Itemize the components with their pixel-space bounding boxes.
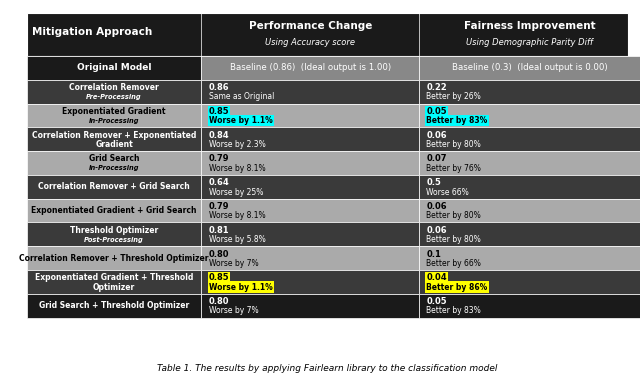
Text: In-Processing: In-Processing — [89, 118, 140, 124]
Text: Using Accuracy score: Using Accuracy score — [265, 38, 355, 47]
Text: Worse by 8.1%: Worse by 8.1% — [209, 164, 266, 173]
Text: 0.80: 0.80 — [209, 250, 229, 258]
FancyBboxPatch shape — [202, 175, 419, 199]
FancyBboxPatch shape — [419, 175, 640, 199]
Text: Correlation Remover + Grid Search: Correlation Remover + Grid Search — [38, 182, 190, 191]
Text: Worse by 1.1%: Worse by 1.1% — [209, 283, 273, 291]
Text: 0.06: 0.06 — [426, 202, 447, 211]
FancyBboxPatch shape — [27, 127, 202, 151]
Text: Using Demographic Parity Diff: Using Demographic Parity Diff — [466, 38, 593, 47]
Text: Worse by 8.1%: Worse by 8.1% — [209, 211, 266, 220]
FancyBboxPatch shape — [27, 270, 202, 294]
Text: Correlation Remover + Exponentiated: Correlation Remover + Exponentiated — [32, 131, 196, 140]
FancyBboxPatch shape — [202, 151, 419, 175]
FancyBboxPatch shape — [27, 56, 202, 80]
Text: 0.04: 0.04 — [426, 273, 447, 282]
FancyBboxPatch shape — [202, 294, 419, 318]
FancyBboxPatch shape — [419, 294, 640, 318]
FancyBboxPatch shape — [27, 104, 202, 127]
FancyBboxPatch shape — [27, 175, 202, 199]
FancyBboxPatch shape — [27, 294, 202, 318]
Text: 0.5: 0.5 — [426, 178, 442, 187]
FancyBboxPatch shape — [419, 199, 640, 222]
Text: Grid Search: Grid Search — [89, 155, 140, 163]
FancyBboxPatch shape — [419, 270, 640, 294]
Text: Worse by 7%: Worse by 7% — [209, 259, 259, 268]
Text: Worse 66%: Worse 66% — [426, 187, 469, 196]
Text: Optimizer: Optimizer — [93, 283, 135, 291]
Text: Better by 86%: Better by 86% — [426, 283, 488, 291]
Text: 0.86: 0.86 — [209, 83, 229, 92]
Text: Threshold Optimizer: Threshold Optimizer — [70, 226, 158, 235]
Text: Exponentiated Gradient: Exponentiated Gradient — [62, 107, 166, 116]
Text: 0.80: 0.80 — [209, 297, 229, 306]
Text: 0.06: 0.06 — [426, 226, 447, 235]
Text: Exponentiated Gradient + Grid Search: Exponentiated Gradient + Grid Search — [31, 206, 196, 215]
Text: Worse by 25%: Worse by 25% — [209, 187, 263, 196]
FancyBboxPatch shape — [419, 104, 640, 127]
Text: Better by 80%: Better by 80% — [426, 211, 481, 220]
FancyBboxPatch shape — [419, 222, 640, 246]
Text: 0.06: 0.06 — [426, 131, 447, 140]
Text: 0.05: 0.05 — [426, 297, 447, 306]
Text: 0.07: 0.07 — [426, 155, 447, 163]
Text: Original Model: Original Model — [77, 63, 151, 73]
Text: Worse by 2.3%: Worse by 2.3% — [209, 140, 266, 149]
FancyBboxPatch shape — [27, 80, 202, 104]
Text: 0.85: 0.85 — [209, 273, 229, 282]
FancyBboxPatch shape — [202, 246, 419, 270]
Text: Better by 83%: Better by 83% — [426, 306, 481, 315]
Text: In-Processing: In-Processing — [89, 165, 140, 171]
Text: 0.64: 0.64 — [209, 178, 230, 187]
Text: Baseline (0.86)  (Ideal output is 1.00): Baseline (0.86) (Ideal output is 1.00) — [230, 63, 391, 73]
FancyBboxPatch shape — [202, 199, 419, 222]
FancyBboxPatch shape — [202, 104, 419, 127]
Text: 0.22: 0.22 — [426, 83, 447, 92]
Text: 0.81: 0.81 — [209, 226, 229, 235]
Text: Gradient: Gradient — [95, 140, 133, 149]
Text: 0.05: 0.05 — [426, 107, 447, 116]
Text: Performance Change: Performance Change — [248, 21, 372, 31]
Text: Correlation Remover: Correlation Remover — [69, 83, 159, 92]
Text: Better by 76%: Better by 76% — [426, 164, 481, 173]
Text: Exponentiated Gradient + Threshold: Exponentiated Gradient + Threshold — [35, 273, 193, 282]
Text: Baseline (0.3)  (Ideal output is 0.00): Baseline (0.3) (Ideal output is 0.00) — [452, 63, 607, 73]
FancyBboxPatch shape — [419, 56, 640, 80]
Text: Worse by 1.1%: Worse by 1.1% — [209, 116, 273, 125]
Text: Table 1. The results by applying Fairlearn library to the classification model: Table 1. The results by applying Fairlea… — [157, 364, 497, 373]
Text: Better by 80%: Better by 80% — [426, 140, 481, 149]
FancyBboxPatch shape — [202, 56, 419, 80]
Text: Better by 66%: Better by 66% — [426, 259, 481, 268]
FancyBboxPatch shape — [27, 222, 202, 246]
Text: Better by 80%: Better by 80% — [426, 235, 481, 244]
FancyBboxPatch shape — [27, 13, 627, 56]
FancyBboxPatch shape — [419, 151, 640, 175]
Text: Better by 26%: Better by 26% — [426, 92, 481, 101]
Text: Worse by 5.8%: Worse by 5.8% — [209, 235, 266, 244]
Text: Fairness Improvement: Fairness Improvement — [463, 21, 595, 31]
Text: Mitigation Approach: Mitigation Approach — [31, 27, 152, 37]
Text: Post-Processing: Post-Processing — [84, 236, 144, 242]
FancyBboxPatch shape — [27, 199, 202, 222]
Text: Grid Search + Threshold Optimizer: Grid Search + Threshold Optimizer — [39, 301, 189, 310]
FancyBboxPatch shape — [27, 246, 202, 270]
FancyBboxPatch shape — [202, 270, 419, 294]
Text: 0.84: 0.84 — [209, 131, 229, 140]
Text: Same as Original: Same as Original — [209, 92, 274, 101]
Text: 0.79: 0.79 — [209, 202, 229, 211]
Text: 0.1: 0.1 — [426, 250, 442, 258]
FancyBboxPatch shape — [202, 80, 419, 104]
FancyBboxPatch shape — [419, 246, 640, 270]
Text: 0.79: 0.79 — [209, 155, 229, 163]
Text: Pre-Processing: Pre-Processing — [86, 94, 142, 100]
Text: Correlation Remover + Threshold Optimizer: Correlation Remover + Threshold Optimize… — [19, 253, 209, 263]
Text: Better by 83%: Better by 83% — [426, 116, 488, 125]
FancyBboxPatch shape — [202, 127, 419, 151]
Text: Worse by 7%: Worse by 7% — [209, 306, 259, 315]
FancyBboxPatch shape — [27, 151, 202, 175]
FancyBboxPatch shape — [419, 127, 640, 151]
FancyBboxPatch shape — [202, 222, 419, 246]
Text: 0.85: 0.85 — [209, 107, 229, 116]
FancyBboxPatch shape — [419, 80, 640, 104]
